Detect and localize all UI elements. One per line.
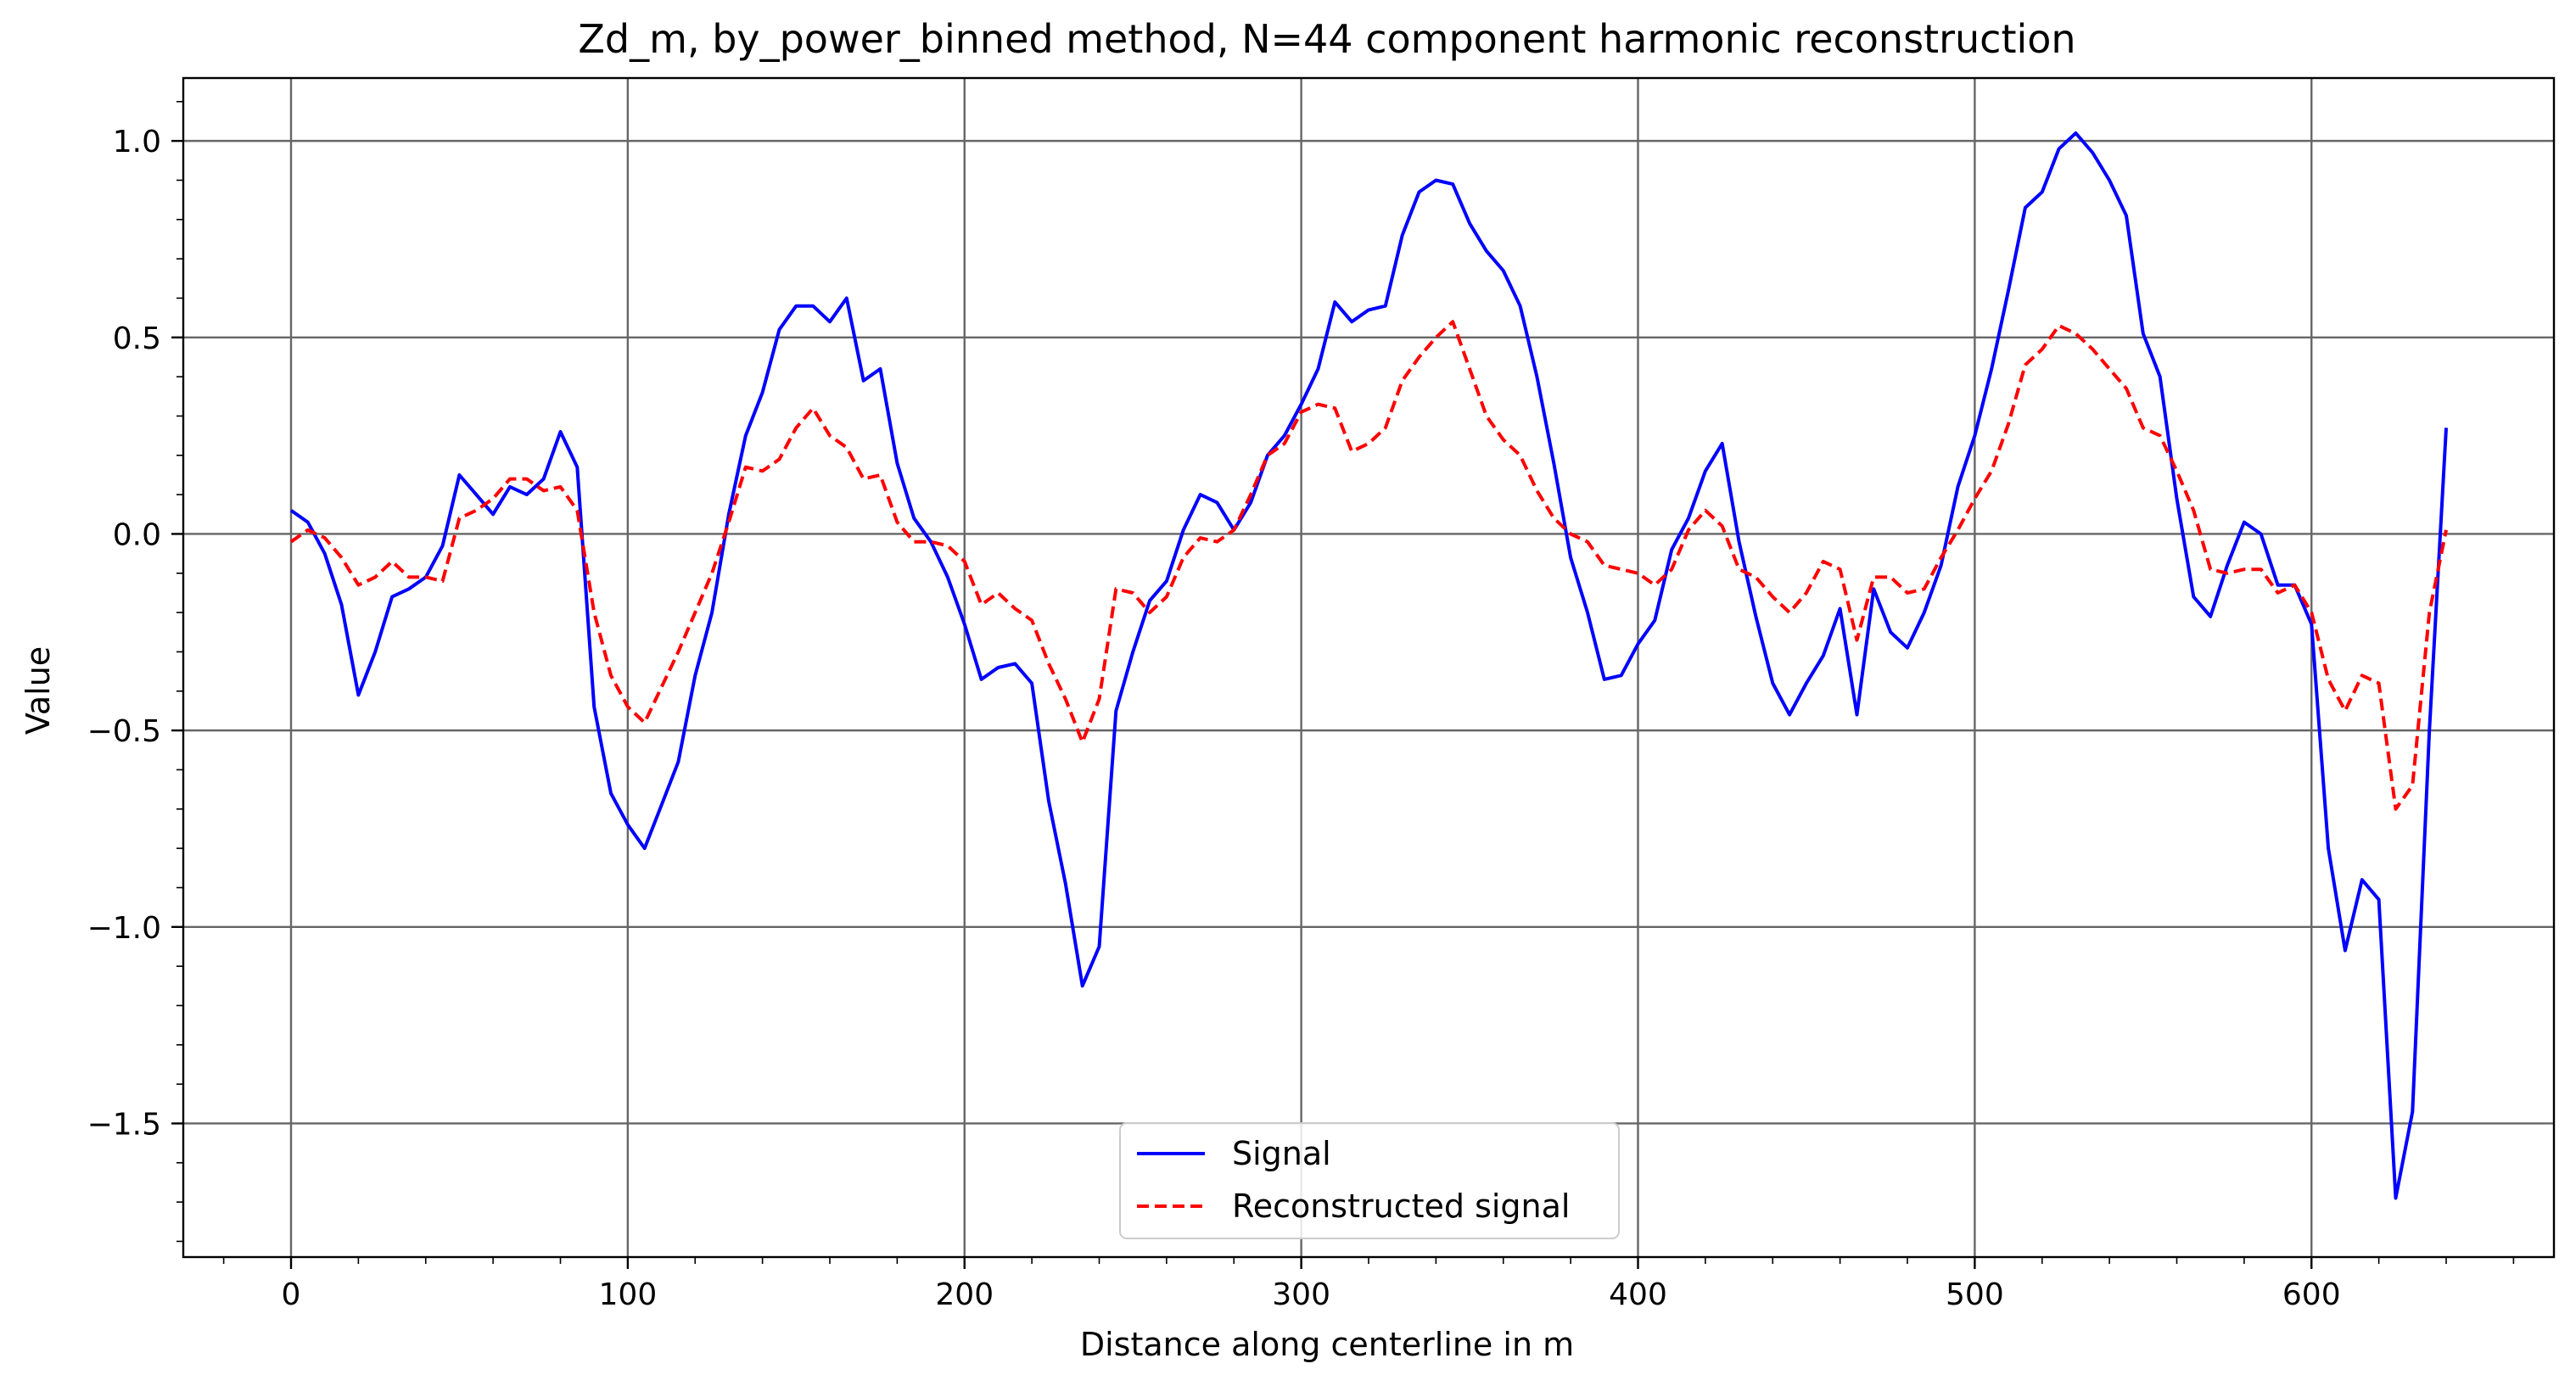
x-axis-ticks: 0 100 200 300 400 500 600 [282, 1257, 2341, 1312]
x-tick-label: 600 [2282, 1277, 2341, 1312]
legend-signal-label: Signal [1232, 1135, 1331, 1172]
legend: Signal Reconstructed signal [1119, 1122, 1620, 1239]
legend-box [1119, 1122, 1620, 1239]
signal-line [289, 131, 2448, 1200]
plot-frame [182, 76, 2556, 1259]
y-axis-label: Value [20, 646, 57, 735]
y-tick-label: −1.5 [87, 1107, 161, 1142]
y-axis-ticks: 1.0 0.5 0.0 −0.5 −1.0 −1.5 [87, 125, 183, 1142]
legend-reconstructed-label: Reconstructed signal [1232, 1188, 1570, 1225]
x-tick-label: 400 [1609, 1277, 1667, 1312]
minor-ticks [176, 101, 2515, 1264]
y-tick-label: 0.5 [113, 321, 161, 356]
y-tick-label: −0.5 [87, 714, 161, 749]
y-tick-label: 1.0 [113, 125, 161, 159]
x-axis-label: Distance along centerline in m [1080, 1326, 1574, 1363]
chart-title: Zd_m, by_power_binned method, N=44 compo… [578, 16, 2075, 62]
x-tick-label: 500 [1946, 1277, 2004, 1312]
reconstructed-signal-line [289, 320, 2448, 811]
x-tick-label: 200 [935, 1277, 994, 1312]
y-tick-label: −1.0 [87, 911, 161, 946]
x-tick-label: 300 [1272, 1277, 1330, 1312]
y-tick-label: 0.0 [113, 517, 161, 552]
x-tick-label: 100 [599, 1277, 658, 1312]
x-tick-label: 0 [282, 1277, 301, 1312]
grid [183, 78, 2554, 1257]
series-lines [289, 131, 2448, 1200]
